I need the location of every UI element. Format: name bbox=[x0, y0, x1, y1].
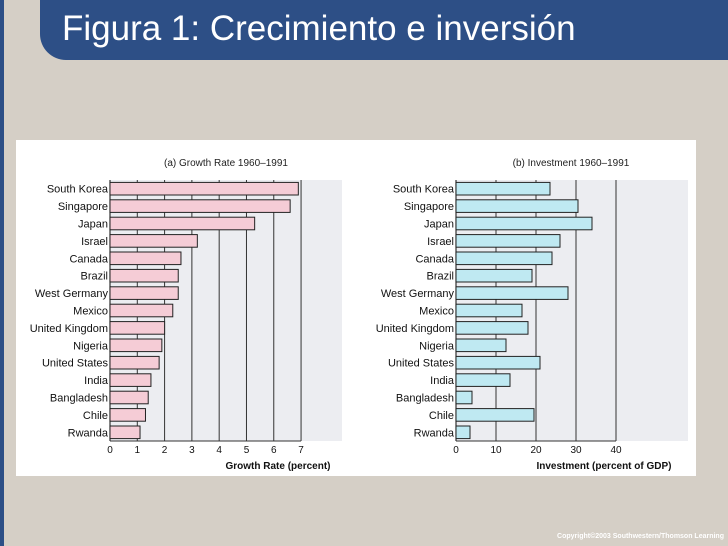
tick-label: 3 bbox=[189, 445, 195, 456]
bar bbox=[109, 234, 198, 248]
bar bbox=[455, 216, 593, 231]
category-label: India bbox=[430, 375, 455, 387]
bar bbox=[455, 321, 529, 335]
bar bbox=[455, 268, 533, 283]
chart-title: (b) Investment 1960–1991 bbox=[513, 158, 630, 169]
bar bbox=[455, 355, 541, 370]
category-label: West Germany bbox=[381, 288, 455, 300]
category-label: Bangladesh bbox=[50, 393, 108, 405]
category-label: Singapore bbox=[58, 201, 108, 213]
tick-label: 7 bbox=[298, 445, 304, 456]
bar bbox=[109, 286, 179, 300]
bar bbox=[455, 303, 523, 318]
chart-panel: (a) Growth Rate 1960–1991 South Korea Sing… bbox=[16, 140, 696, 476]
category-label: Nigeria bbox=[419, 340, 455, 352]
category-label: Japan bbox=[424, 219, 454, 231]
bar bbox=[109, 390, 149, 405]
category-label: Canada bbox=[69, 253, 108, 265]
tick-label: 1 bbox=[135, 445, 141, 456]
title-bar bbox=[40, 0, 728, 60]
category-label: Mexico bbox=[73, 306, 108, 318]
category-label: Rwanda bbox=[68, 427, 109, 439]
charts-canvas: (a) Growth Rate 1960–1991 South Korea Sing… bbox=[30, 158, 688, 472]
category-label: Brazil bbox=[426, 271, 454, 283]
tick-label: 5 bbox=[244, 445, 250, 456]
bar bbox=[109, 251, 182, 266]
bar bbox=[455, 338, 507, 353]
category-label: Canada bbox=[415, 253, 454, 265]
bar bbox=[109, 338, 163, 353]
tick-label: 0 bbox=[453, 445, 459, 456]
category-label: Israel bbox=[427, 236, 454, 248]
bar bbox=[109, 355, 160, 370]
category-label: United States bbox=[42, 358, 109, 370]
bar bbox=[455, 425, 471, 440]
bar bbox=[455, 234, 561, 248]
bar bbox=[109, 321, 166, 335]
bar bbox=[455, 199, 579, 213]
bar bbox=[455, 373, 511, 387]
category-label: United Kingdom bbox=[30, 323, 108, 335]
bar bbox=[109, 216, 256, 231]
tick-label: 0 bbox=[107, 445, 113, 456]
category-label: Chile bbox=[83, 410, 108, 422]
x-axis-label: Growth Rate (percent) bbox=[225, 461, 330, 472]
bar bbox=[455, 181, 551, 196]
category-label: West Germany bbox=[35, 288, 109, 300]
slide-left-edge bbox=[0, 0, 4, 546]
chart-investment: (b) Investment 1960–1991 South Korea Singa… bbox=[376, 158, 688, 472]
category-label: United States bbox=[388, 358, 455, 370]
category-label: South Korea bbox=[393, 184, 455, 196]
tick-label: 6 bbox=[271, 445, 277, 456]
tick-label: 30 bbox=[570, 445, 582, 456]
category-label: Mexico bbox=[419, 306, 454, 318]
chart-growth-rate: (a) Growth Rate 1960–1991 South Korea Sing… bbox=[30, 158, 342, 472]
category-label: South Korea bbox=[47, 184, 109, 196]
category-label: Israel bbox=[81, 236, 108, 248]
bar bbox=[109, 373, 152, 387]
tick-label: 2 bbox=[162, 445, 168, 456]
category-label: Rwanda bbox=[414, 427, 455, 439]
bar bbox=[109, 199, 291, 213]
bar bbox=[109, 181, 299, 196]
category-label: Brazil bbox=[80, 271, 108, 283]
category-label: Bangladesh bbox=[396, 393, 454, 405]
bar bbox=[455, 408, 535, 422]
bar bbox=[109, 408, 146, 422]
bar bbox=[109, 268, 179, 283]
bar bbox=[109, 425, 141, 440]
chart-title: (a) Growth Rate 1960–1991 bbox=[164, 158, 288, 169]
copyright-notice: Copyright©2003 Southwestern/Thomson Lear… bbox=[557, 533, 724, 540]
x-axis-label: Investment (percent of GDP) bbox=[536, 461, 671, 472]
category-label: Nigeria bbox=[73, 340, 109, 352]
bar bbox=[455, 251, 553, 266]
bar bbox=[109, 303, 174, 318]
category-label: Japan bbox=[78, 219, 108, 231]
tick-label: 20 bbox=[530, 445, 542, 456]
slide-title: Figura 1: Crecimiento e inversión bbox=[62, 9, 576, 48]
category-label: United Kingdom bbox=[376, 323, 454, 335]
tick-label: 10 bbox=[490, 445, 502, 456]
category-label: Chile bbox=[429, 410, 454, 422]
bar bbox=[455, 390, 473, 405]
tick-label: 4 bbox=[216, 445, 222, 456]
category-label: Singapore bbox=[404, 201, 454, 213]
bar bbox=[455, 286, 569, 300]
tick-label: 40 bbox=[610, 445, 622, 456]
category-label: India bbox=[84, 375, 109, 387]
